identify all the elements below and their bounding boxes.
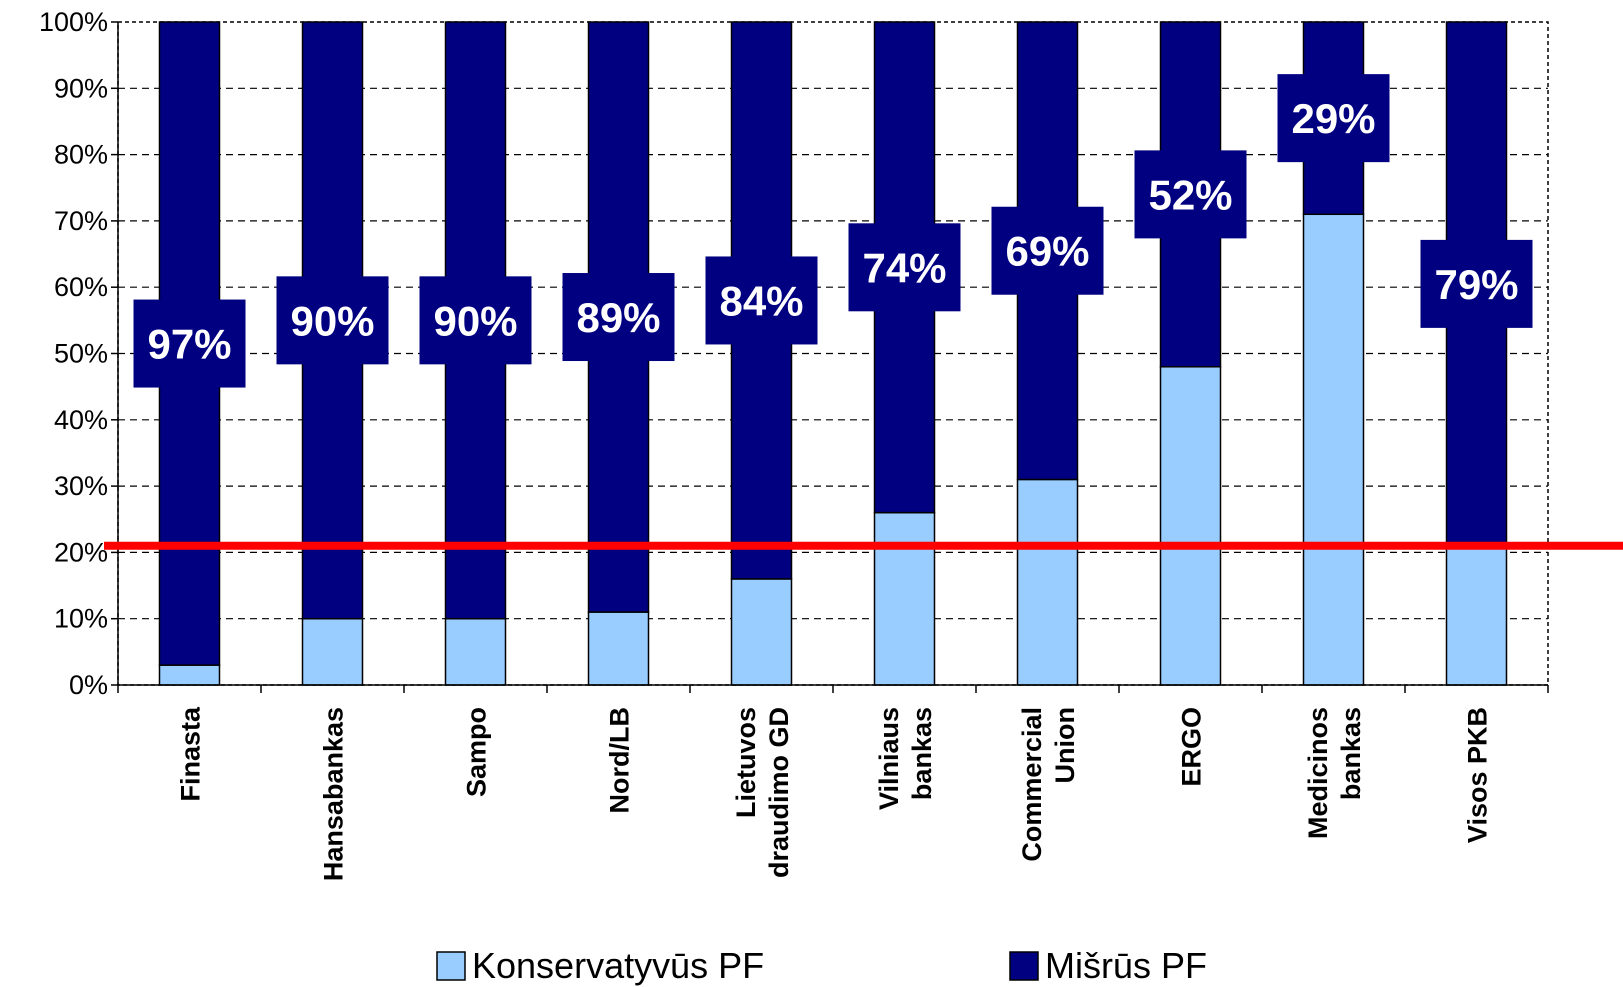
category-label: Nord/LB [605,707,635,813]
data-labels: 97% 90% 90% 89% 84% 74% 69% 52% 29% 79% [133,74,1533,388]
category-labels: Finasta Hansabankas Sampo Nord/LB Lietuvos dr… [176,706,1493,881]
category-label: Commercial Union [1017,707,1080,862]
y-tick-label: 90% [54,73,108,103]
data-label: 74% [862,244,946,291]
bar-konservatyvus [587,611,650,686]
category-label: Medicinos bankas [1303,707,1366,839]
y-tick-label: 100% [39,7,108,37]
y-tick-label: 50% [54,339,108,369]
y-tick-label: 70% [54,206,108,236]
category-label-line: bankas [907,707,937,800]
y-tick-label: 30% [54,471,108,501]
data-label-box [1134,150,1247,239]
bar-konservatyvus [1302,213,1365,686]
category-label-line: Vilniaus [874,707,904,810]
bar-konservatyvus [1445,545,1508,686]
data-label: 89% [576,294,660,341]
category-label-line: draudimo GD [764,707,794,878]
data-label: 29% [1291,95,1375,142]
data-label-box [705,256,818,345]
data-label: 69% [1005,228,1089,275]
legend-swatch [1009,951,1039,981]
axes [111,21,1549,693]
y-tick-label: 10% [54,604,108,634]
category-label-line: Medicinos [1303,707,1333,839]
bar-konservatyvus [1159,366,1222,686]
category-label-line: Sampo [462,707,492,797]
category-label: Lietuvos draudimo GD [731,707,794,878]
y-tick-labels: 0% 10% 20% 30% 40% 50% 60% 70% 80% 90% 100% [39,7,108,700]
category-label-line: Finasta [176,706,206,802]
bar-konservatyvus [158,664,221,686]
legend-label: Konservatyvūs PF [472,945,764,986]
category-label: Vilniaus bankas [874,707,937,810]
legend-swatch [436,951,466,981]
bar-konservatyvus [1016,478,1079,686]
bar-konservatyvus [730,578,793,686]
y-tick-label: 80% [54,140,108,170]
category-label-line: Hansabankas [319,707,349,881]
data-label-box [991,206,1104,295]
y-tick-label: 0% [69,670,108,700]
legend: Konservatyvūs PF Mišrūs PF [436,945,1207,986]
category-label-line: ERGO [1177,707,1207,787]
category-label: Hansabankas [319,707,349,881]
bar-konservatyvus [873,511,936,686]
data-label-box [562,273,675,362]
category-label: ERGO [1177,707,1207,787]
bar-konservatyvus [444,617,507,686]
category-label-line: Nord/LB [605,707,635,813]
category-label-line: Commercial [1017,707,1047,862]
data-label-box [1277,74,1390,163]
category-label: Finasta [176,706,206,802]
data-label-box [276,276,389,365]
data-label: 52% [1148,171,1232,218]
data-label-box [133,299,246,388]
data-label: 97% [147,321,231,368]
data-label: 79% [1434,261,1518,308]
y-tick-label: 20% [54,537,108,567]
bar-konservatyvus [301,617,364,686]
data-label: 84% [719,277,803,324]
category-label-line: Visos PKB [1463,707,1493,843]
data-label: 90% [290,297,374,344]
data-label-box [419,276,532,365]
category-label-line: Lietuvos [731,707,761,818]
category-label-line: bankas [1336,707,1366,800]
y-tick-label: 60% [54,272,108,302]
category-label: Visos PKB [1463,707,1493,843]
data-label: 90% [433,297,517,344]
category-label: Sampo [462,707,492,797]
data-label-box [1420,239,1533,328]
category-label-line: Union [1050,707,1080,783]
data-label-box [848,223,961,312]
legend-label: Mišrūs PF [1045,945,1207,986]
y-tick-label: 40% [54,405,108,435]
